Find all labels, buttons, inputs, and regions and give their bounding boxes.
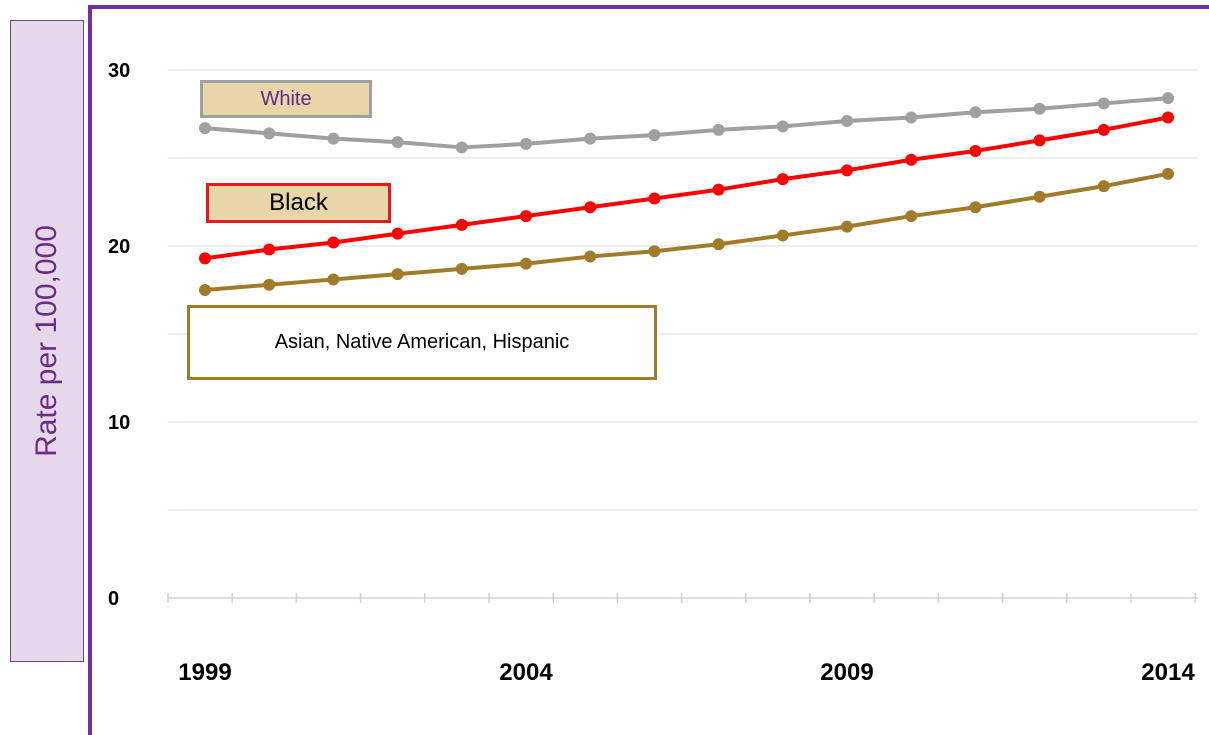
series-label-white: White [200, 80, 372, 118]
data-point-2 [391, 268, 404, 281]
series-line-1 [204, 115, 1169, 261]
data-point-1 [969, 144, 982, 157]
series-line-2 [204, 171, 1169, 292]
data-point-2 [648, 245, 661, 258]
series-label-black: Black [206, 183, 391, 223]
data-point-2 [520, 257, 532, 270]
plot-frame [88, 5, 1209, 735]
data-point-1 [520, 210, 532, 223]
data-point-2 [841, 220, 853, 233]
data-point-0 [391, 136, 404, 149]
data-point-1 [905, 153, 918, 166]
data-point-1 [712, 183, 725, 196]
series-label-asian-native-american-hispanic: Asian, Native American, Hispanic [187, 305, 657, 380]
data-point-0 [712, 123, 725, 136]
data-point-1 [1097, 123, 1110, 136]
x-tick-label: 1999 [178, 659, 231, 686]
data-point-0 [520, 137, 532, 150]
data-point-2 [327, 273, 340, 286]
data-point-2 [1033, 190, 1046, 203]
data-point-2 [969, 201, 982, 214]
data-point-2 [263, 278, 276, 291]
data-point-1 [327, 236, 340, 249]
data-point-1 [584, 201, 597, 214]
y-tick-label: 30 [108, 60, 130, 82]
data-point-0 [263, 127, 276, 140]
data-point-2 [1162, 167, 1174, 180]
data-point-1 [263, 243, 276, 256]
data-point-1 [199, 252, 211, 265]
data-point-1 [1162, 111, 1174, 124]
y-tick-label: 0 [108, 588, 119, 610]
x-tick-label: 2004 [499, 659, 553, 686]
data-point-0 [1033, 102, 1046, 115]
data-point-0 [776, 120, 789, 133]
data-point-2 [712, 238, 725, 251]
data-point-0 [1097, 97, 1110, 110]
data-point-1 [776, 173, 789, 186]
data-point-0 [648, 129, 661, 142]
data-point-1 [455, 218, 468, 231]
data-point-2 [1097, 180, 1110, 193]
data-point-2 [584, 250, 597, 263]
data-point-2 [905, 210, 918, 223]
data-point-1 [1033, 134, 1046, 147]
y-axis-label-box [10, 20, 84, 662]
data-point-0 [199, 122, 211, 135]
data-point-1 [391, 227, 404, 240]
data-point-0 [841, 115, 853, 128]
data-point-0 [1162, 92, 1174, 105]
data-point-0 [455, 141, 468, 154]
data-point-1 [841, 164, 853, 177]
data-point-2 [199, 284, 211, 296]
data-point-0 [905, 111, 918, 124]
y-tick-label: 20 [108, 236, 130, 258]
series-line-0 [204, 96, 1169, 150]
y-tick-label: 10 [108, 412, 130, 434]
line-chart: 0 10 20 30 1999 2004 2009 2014 [108, 60, 1198, 686]
data-point-2 [455, 262, 468, 275]
data-point-1 [648, 192, 661, 205]
x-tick-label: 2009 [820, 659, 873, 686]
data-point-0 [327, 132, 340, 145]
data-point-0 [969, 106, 982, 119]
data-point-2 [776, 229, 789, 242]
data-point-0 [584, 132, 597, 145]
x-tick-label: 2014 [1141, 659, 1195, 686]
